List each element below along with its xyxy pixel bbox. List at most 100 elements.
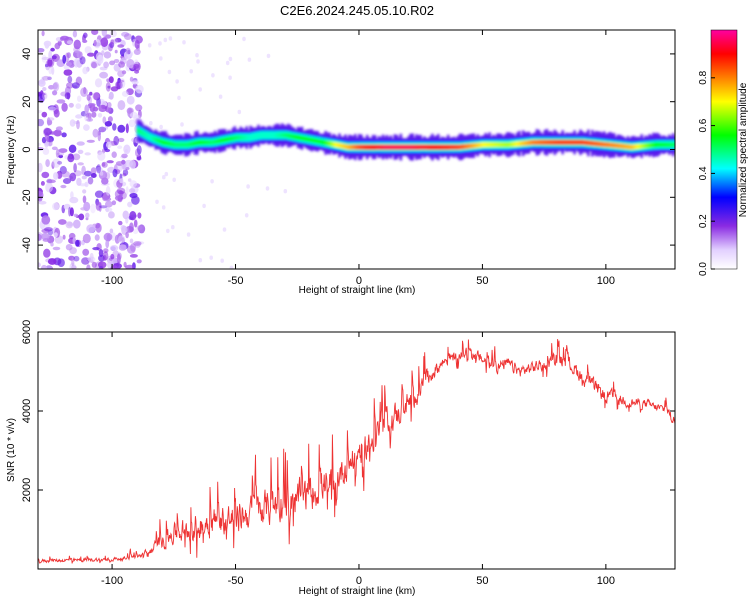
noise-speck bbox=[111, 200, 117, 206]
ridge-cell bbox=[597, 141, 600, 147]
noise-speck bbox=[91, 111, 97, 118]
ridge-cell bbox=[205, 140, 209, 145]
ridge-cell bbox=[581, 139, 584, 145]
ridge-cell bbox=[563, 139, 566, 145]
ridge-cell bbox=[480, 142, 483, 148]
noise-speck bbox=[112, 38, 118, 44]
noise-speck bbox=[117, 145, 123, 149]
ridge-cell bbox=[527, 140, 531, 146]
noise-speck bbox=[89, 252, 94, 261]
ridge-cell bbox=[523, 140, 527, 146]
ridge-cell bbox=[650, 142, 653, 148]
ridge-cell bbox=[201, 140, 205, 145]
noise-speck bbox=[133, 48, 141, 56]
noise-speck bbox=[53, 172, 59, 180]
noise-speck bbox=[84, 152, 91, 156]
noise-speck bbox=[164, 171, 169, 177]
noise-speck bbox=[117, 124, 126, 133]
noise-speck bbox=[78, 213, 85, 221]
ridge-cell bbox=[401, 144, 404, 150]
ridge-cell bbox=[644, 143, 647, 149]
noise-speck bbox=[67, 222, 73, 227]
noise-speck bbox=[60, 184, 67, 189]
noise-speck bbox=[128, 119, 136, 128]
top-x-axis-label: Height of straight line (km) bbox=[299, 285, 416, 296]
noise-speck bbox=[127, 178, 132, 182]
ridge-cell bbox=[385, 144, 389, 150]
noise-speck bbox=[92, 247, 100, 251]
ridge-cell bbox=[519, 141, 523, 146]
ridge-cell bbox=[188, 142, 191, 147]
ridge-cell bbox=[638, 144, 642, 149]
noise-speck bbox=[171, 225, 175, 230]
noise-speck bbox=[54, 232, 58, 238]
noise-speck bbox=[90, 173, 97, 178]
noise-speck bbox=[41, 111, 48, 118]
noise-speck bbox=[38, 93, 45, 103]
noise-speck bbox=[228, 75, 232, 80]
ridge-cell bbox=[595, 141, 598, 147]
y-tick-label: -20 bbox=[21, 189, 33, 205]
noise-speck bbox=[196, 59, 200, 64]
ridge-cell bbox=[397, 144, 401, 150]
ridge-cell bbox=[591, 140, 594, 146]
noise-speck bbox=[130, 111, 138, 119]
noise-speck bbox=[38, 262, 41, 268]
noise-speck bbox=[105, 207, 109, 213]
x-tick-label: -100 bbox=[101, 275, 123, 287]
ridge-cell bbox=[375, 144, 379, 150]
ridge-cell bbox=[462, 144, 466, 150]
ridge-cell bbox=[174, 142, 177, 147]
ridge-cell bbox=[610, 142, 614, 148]
ridge-cell bbox=[306, 137, 310, 142]
ridge-cell bbox=[460, 144, 464, 150]
noise-speck bbox=[283, 189, 288, 194]
ridge-cell bbox=[229, 136, 233, 141]
ridge-cell bbox=[142, 131, 146, 136]
noise-speck bbox=[82, 189, 87, 194]
ridge-cell bbox=[393, 144, 397, 150]
ridge-cell bbox=[259, 133, 262, 138]
noise-speck bbox=[42, 75, 50, 81]
noise-speck bbox=[125, 186, 129, 195]
ridge-cell bbox=[575, 139, 578, 145]
noise-speck bbox=[125, 264, 134, 269]
noise-speck bbox=[67, 75, 73, 83]
ridge-cell bbox=[606, 142, 610, 148]
ridge-cell bbox=[478, 142, 482, 148]
ridge-cell bbox=[599, 141, 602, 147]
noise-speck bbox=[38, 118, 45, 127]
ridge-cell bbox=[656, 142, 659, 147]
ridge-cell bbox=[219, 138, 223, 143]
noise-speck bbox=[102, 197, 112, 202]
ridge-cell bbox=[557, 139, 561, 145]
ridge-cell bbox=[334, 142, 337, 148]
ridge-cell bbox=[162, 140, 165, 145]
noise-speck bbox=[121, 70, 127, 75]
ridge-cell bbox=[484, 142, 487, 148]
noise-speck bbox=[86, 264, 91, 269]
ridge-cell bbox=[150, 135, 154, 141]
noise-speck bbox=[99, 71, 108, 79]
noise-speck bbox=[220, 258, 224, 263]
noise-speck bbox=[83, 32, 88, 39]
noise-speck bbox=[88, 103, 96, 107]
snr-series-line bbox=[38, 339, 675, 564]
ridge-cell bbox=[636, 144, 640, 149]
noise-speck bbox=[84, 112, 88, 122]
noise-speck bbox=[50, 47, 55, 52]
noise-speck bbox=[114, 189, 124, 199]
ridge-cell bbox=[403, 144, 406, 150]
noise-speck bbox=[117, 44, 125, 48]
noise-speck bbox=[103, 61, 109, 69]
ridge-cell bbox=[492, 142, 495, 148]
noise-speck bbox=[96, 54, 104, 65]
noise-speck bbox=[46, 179, 56, 184]
ridge-cell bbox=[178, 142, 181, 147]
noise-speck bbox=[180, 122, 184, 127]
ridge-cell bbox=[561, 139, 564, 145]
ridge-cell bbox=[148, 135, 152, 140]
noise-speck bbox=[87, 52, 95, 57]
noise-speck bbox=[58, 148, 68, 154]
